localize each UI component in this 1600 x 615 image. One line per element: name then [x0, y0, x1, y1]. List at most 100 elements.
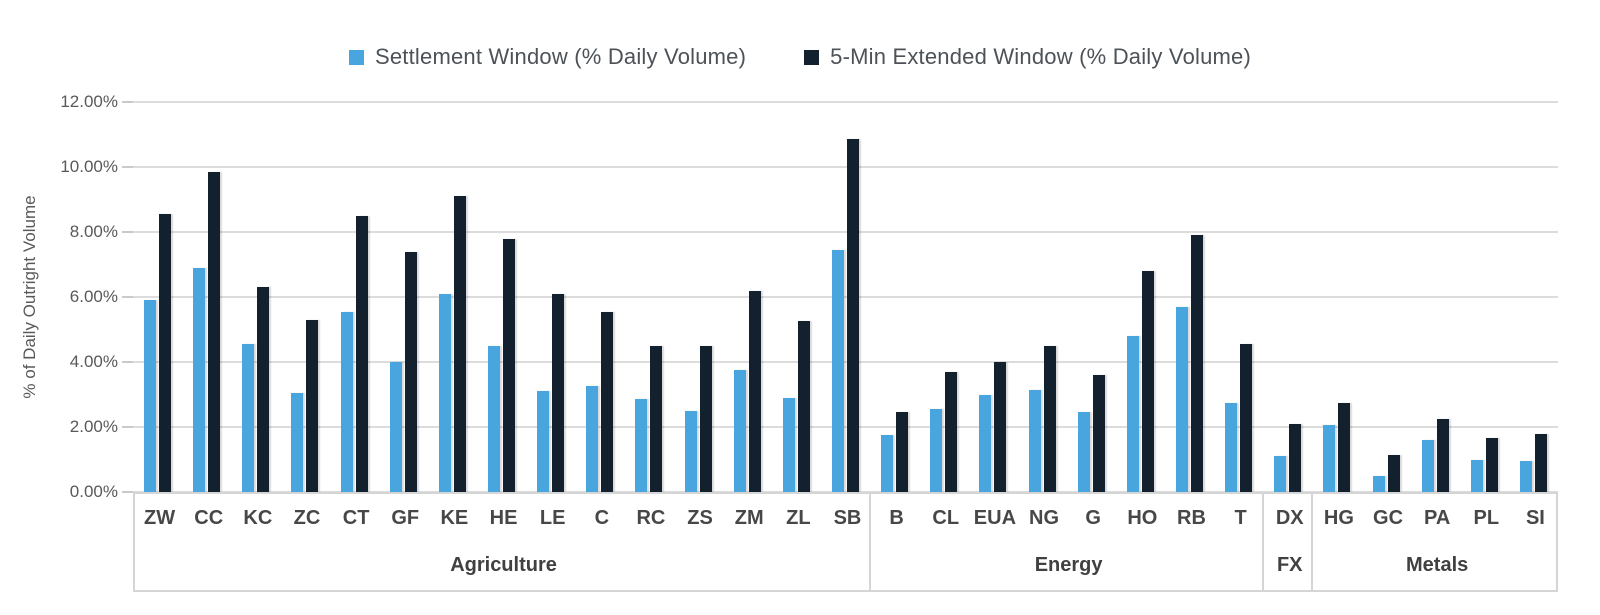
- category-label-ZS: ZS: [687, 507, 713, 529]
- y-axis-tick-label: 6.00%: [69, 287, 118, 306]
- bar-settlement-HG: [1323, 425, 1336, 492]
- y-axis-tick-mark: [122, 296, 133, 298]
- y-axis-tick-label: 2.00%: [69, 417, 118, 436]
- category-label-ZC: ZC: [293, 507, 321, 529]
- bar-settlement-SB: [832, 249, 844, 492]
- legend-marker-extended-icon: [804, 49, 820, 65]
- bar-settlement-ZW: [144, 300, 157, 492]
- bar-extended-G: [1092, 375, 1105, 492]
- bar-settlement-KC: [242, 344, 255, 492]
- category-label-CC: CC: [194, 507, 224, 529]
- legend-label-extended: 5-Min Extended Window (% Daily Volume): [830, 44, 1252, 69]
- category-label-SI: SI: [1525, 507, 1545, 529]
- legend-label-settlement: Settlement Window (% Daily Volume): [374, 44, 747, 69]
- category-label-G: G: [1085, 507, 1101, 529]
- y-axis-tick-label: 12.00%: [60, 92, 118, 111]
- group-separator: [1311, 494, 1314, 590]
- bar-extended-ZM: [748, 290, 761, 492]
- group-label-metals: Metals: [1406, 554, 1469, 576]
- y-axis-tick-label: 8.00%: [69, 222, 118, 241]
- gridline: [133, 231, 1558, 233]
- bar-extended-CC: [208, 171, 221, 492]
- bar-settlement-CC: [193, 267, 206, 492]
- category-label-GF: GF: [391, 507, 420, 529]
- bar-extended-ZC: [306, 319, 319, 492]
- category-label-RC: RC: [636, 507, 666, 529]
- category-label-CT: CT: [342, 507, 370, 529]
- category-label-RB: RB: [1177, 507, 1206, 529]
- y-axis-tick-mark: [122, 361, 133, 363]
- bar-extended-SI: [1534, 433, 1547, 492]
- bar-settlement-PL: [1470, 459, 1483, 492]
- legend-item-extended: 5-Min Extended Window (% Daily Volume): [804, 44, 1251, 70]
- bar-extended-CT: [355, 215, 368, 492]
- category-label-KC: KC: [243, 507, 273, 529]
- bar-extended-ZW: [159, 214, 172, 492]
- gridline: [133, 166, 1558, 168]
- bar-settlement-RC: [635, 399, 648, 492]
- group-separator: [1262, 494, 1265, 590]
- category-label-LE: LE: [539, 507, 566, 529]
- plot-area: [122, 101, 1558, 493]
- bar-settlement-GF: [389, 362, 402, 492]
- category-label-NG: NG: [1029, 507, 1060, 529]
- bar-extended-ZL: [797, 321, 810, 492]
- bar-extended-SB: [847, 139, 859, 492]
- bar-extended-PA: [1436, 418, 1449, 492]
- bar-settlement-LE: [537, 391, 550, 492]
- bar-settlement-CT: [340, 311, 353, 492]
- bar-settlement-G: [1077, 412, 1090, 492]
- bar-settlement-EUA: [979, 394, 992, 492]
- bar-settlement-C: [586, 386, 599, 492]
- bar-extended-HE: [503, 238, 516, 492]
- group-label-agriculture: Agriculture: [450, 554, 557, 576]
- chart-legend: Settlement Window (% Daily Volume) 5-Min…: [0, 44, 1600, 70]
- gridline: [133, 296, 1558, 298]
- group-label-fx: FX: [1276, 554, 1303, 576]
- y-axis-tick-mark: [122, 231, 133, 233]
- bar-extended-GF: [404, 251, 417, 492]
- category-label-PL: PL: [1473, 507, 1500, 529]
- bar-settlement-HE: [488, 345, 501, 492]
- category-label-ZM: ZM: [734, 507, 764, 529]
- bar-extended-GC: [1387, 454, 1400, 492]
- bar-settlement-RB: [1175, 306, 1188, 492]
- group-separator: [869, 494, 872, 590]
- bar-extended-HO: [1141, 271, 1154, 492]
- group-label-energy: Energy: [1034, 554, 1103, 576]
- bar-settlement-T: [1225, 402, 1238, 492]
- gridline: [133, 426, 1558, 428]
- bar-extended-B: [896, 412, 909, 492]
- bar-settlement-ZS: [684, 410, 697, 492]
- bar-settlement-HO: [1126, 336, 1139, 492]
- category-label-CL: CL: [932, 507, 960, 529]
- bar-settlement-ZM: [733, 370, 746, 492]
- gridline: [133, 361, 1558, 363]
- category-label-KE: KE: [440, 507, 469, 529]
- y-axis-tick-mark: [122, 491, 133, 493]
- bar-extended-NG: [1043, 345, 1056, 492]
- bar-extended-CL: [945, 371, 958, 492]
- bar-extended-KC: [257, 287, 270, 492]
- bar-extended-T: [1240, 344, 1253, 492]
- legend-item-settlement: Settlement Window (% Daily Volume): [348, 44, 747, 70]
- bar-settlement-NG: [1028, 389, 1041, 492]
- bar-settlement-SI: [1519, 461, 1532, 492]
- category-label-DX: DX: [1275, 507, 1304, 529]
- y-axis-tick-mark: [122, 426, 133, 428]
- y-axis-tick-mark: [122, 166, 133, 168]
- y-axis-tick-mark: [122, 101, 133, 103]
- bar-extended-DX: [1289, 423, 1302, 492]
- category-label-HO: HO: [1127, 507, 1158, 529]
- category-label-T: T: [1234, 507, 1247, 529]
- bar-extended-C: [601, 311, 614, 492]
- y-axis-tick-label: 4.00%: [69, 352, 118, 371]
- category-label-C: C: [594, 507, 610, 529]
- bar-settlement-CL: [930, 409, 943, 492]
- category-label-ZW: ZW: [144, 507, 176, 529]
- category-label-HG: HG: [1323, 507, 1354, 529]
- bar-settlement-ZC: [291, 392, 304, 492]
- category-label-HE: HE: [489, 507, 518, 529]
- bar-settlement-KE: [438, 293, 451, 492]
